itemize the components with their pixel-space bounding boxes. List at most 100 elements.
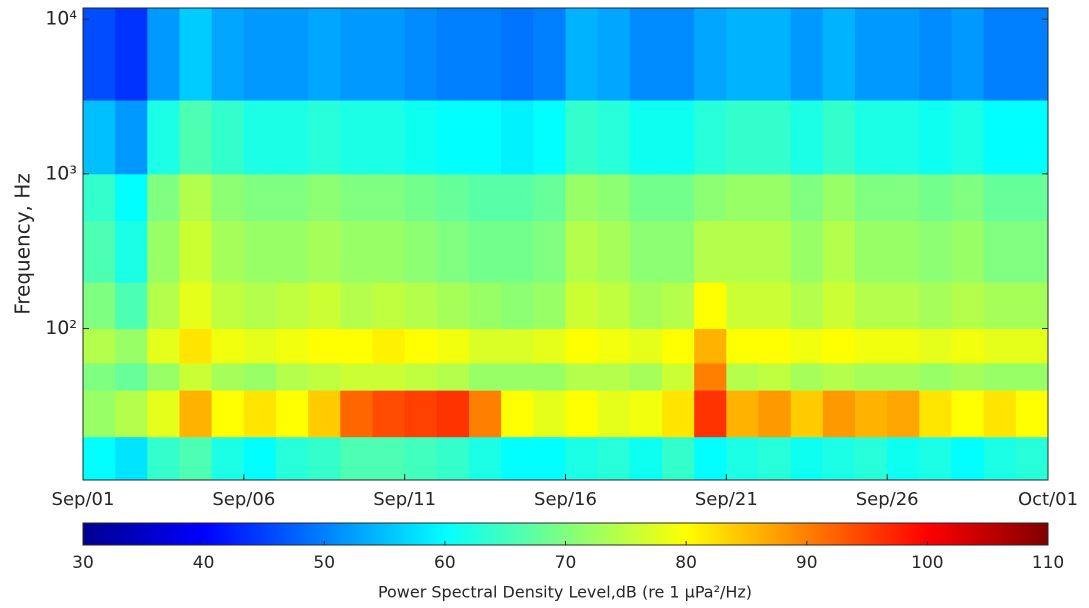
heatmap-cell (758, 173, 792, 221)
heatmap-cell (694, 362, 727, 391)
heatmap-cell (533, 100, 566, 175)
heatmap-cell (404, 100, 438, 175)
heatmap-cell (404, 220, 438, 283)
heatmap-cell (243, 100, 277, 175)
heatmap-cell (919, 100, 952, 175)
heatmap-cell (308, 220, 341, 283)
heatmap-cell (951, 8, 985, 101)
heatmap-cell (501, 328, 534, 364)
x-tick-label: Sep/06 (212, 489, 275, 510)
heatmap-cell (340, 100, 373, 175)
heatmap-cell (211, 220, 245, 283)
heatmap-cell (533, 8, 566, 101)
heatmap-cell (726, 362, 759, 391)
colorbar-tick-label: 110 (1032, 553, 1064, 573)
heatmap-cell (276, 436, 309, 481)
heatmap-cell (790, 8, 824, 101)
heatmap-cell (758, 100, 792, 175)
heatmap-cell (340, 173, 373, 221)
heatmap-cell (147, 100, 180, 175)
heatmap-cell (501, 281, 534, 330)
heatmap-cell (308, 328, 341, 364)
heatmap-cell (951, 173, 985, 221)
heatmap-cell (694, 390, 727, 438)
heatmap-cell (211, 328, 245, 364)
y-axis-label: Frequency, Hz (11, 173, 35, 315)
heatmap-cell (822, 100, 856, 175)
heatmap-cell (372, 100, 406, 175)
heatmap-cell (758, 436, 792, 481)
heatmap-cell (436, 362, 470, 391)
heatmap-cell (919, 436, 952, 481)
heatmap-cell (726, 173, 759, 221)
heatmap-cell (597, 328, 631, 364)
heatmap-cell (436, 281, 470, 330)
y-tick-label: 10⁴ (45, 8, 77, 30)
heatmap-cell (501, 362, 534, 391)
heatmap-cell (822, 328, 856, 364)
heatmap-cell (372, 8, 406, 101)
heatmap-cell (469, 362, 502, 391)
heatmap-cell (597, 100, 631, 175)
heatmap-cell (565, 220, 599, 283)
heatmap-cell (179, 8, 213, 101)
heatmap-cell (662, 436, 695, 481)
heatmap-cell (83, 362, 116, 391)
heatmap-cell (436, 390, 470, 438)
heatmap-cell (372, 362, 406, 391)
heatmap-cell (469, 390, 502, 438)
heatmap-cell (243, 436, 277, 481)
heatmap-cell (115, 328, 148, 364)
heatmap-cell (115, 173, 148, 221)
heatmap-cell (565, 362, 599, 391)
heatmap-cell (179, 281, 213, 330)
heatmap-cell (147, 220, 180, 283)
heatmap-cell (855, 390, 888, 438)
heatmap-cell (211, 281, 245, 330)
heatmap-cell (790, 390, 824, 438)
heatmap-cell (694, 328, 727, 364)
heatmap-cell (115, 220, 148, 283)
heatmap-cell (308, 173, 341, 221)
heatmap-cell (565, 436, 599, 481)
heatmap-cell (372, 220, 406, 283)
x-tick-label: Sep/11 (373, 489, 436, 510)
heatmap-cell (887, 8, 920, 101)
heatmap-cell (276, 390, 309, 438)
heatmap-cell (308, 281, 341, 330)
heatmap-cell (276, 281, 309, 330)
heatmap-cell (855, 173, 888, 221)
heatmap-cell (790, 328, 824, 364)
heatmap-cell (83, 436, 116, 481)
heatmap-cell (951, 328, 985, 364)
heatmap-cell (662, 328, 695, 364)
heatmap-cell (597, 281, 631, 330)
heatmap-cell (147, 328, 180, 364)
heatmap-cell (1015, 100, 1049, 175)
heatmap-cell (822, 362, 856, 391)
heatmap-cell (179, 436, 213, 481)
heatmap-cell (147, 436, 180, 481)
heatmap-cell (1015, 436, 1049, 481)
heatmap-cell (597, 8, 631, 101)
heatmap-cell (758, 281, 792, 330)
heatmap-cell (629, 281, 663, 330)
heatmap-cell (308, 436, 341, 481)
heatmap-cell (887, 100, 920, 175)
colorbar-tick-label: 50 (313, 553, 335, 573)
heatmap-cell (533, 328, 566, 364)
heatmap-cell (855, 281, 888, 330)
heatmap-cell (822, 8, 856, 101)
heatmap-cell (243, 8, 277, 101)
heatmap-cell (629, 436, 663, 481)
heatmap-cell (662, 390, 695, 438)
heatmap-cell (662, 100, 695, 175)
heatmap-cell (469, 100, 502, 175)
heatmap-cell (855, 328, 888, 364)
heatmap-cell (887, 436, 920, 481)
heatmap-cell (404, 281, 438, 330)
heatmap-cell (597, 390, 631, 438)
heatmap-cell (629, 390, 663, 438)
heatmap-cell (83, 390, 116, 438)
heatmap-cell (726, 8, 759, 101)
